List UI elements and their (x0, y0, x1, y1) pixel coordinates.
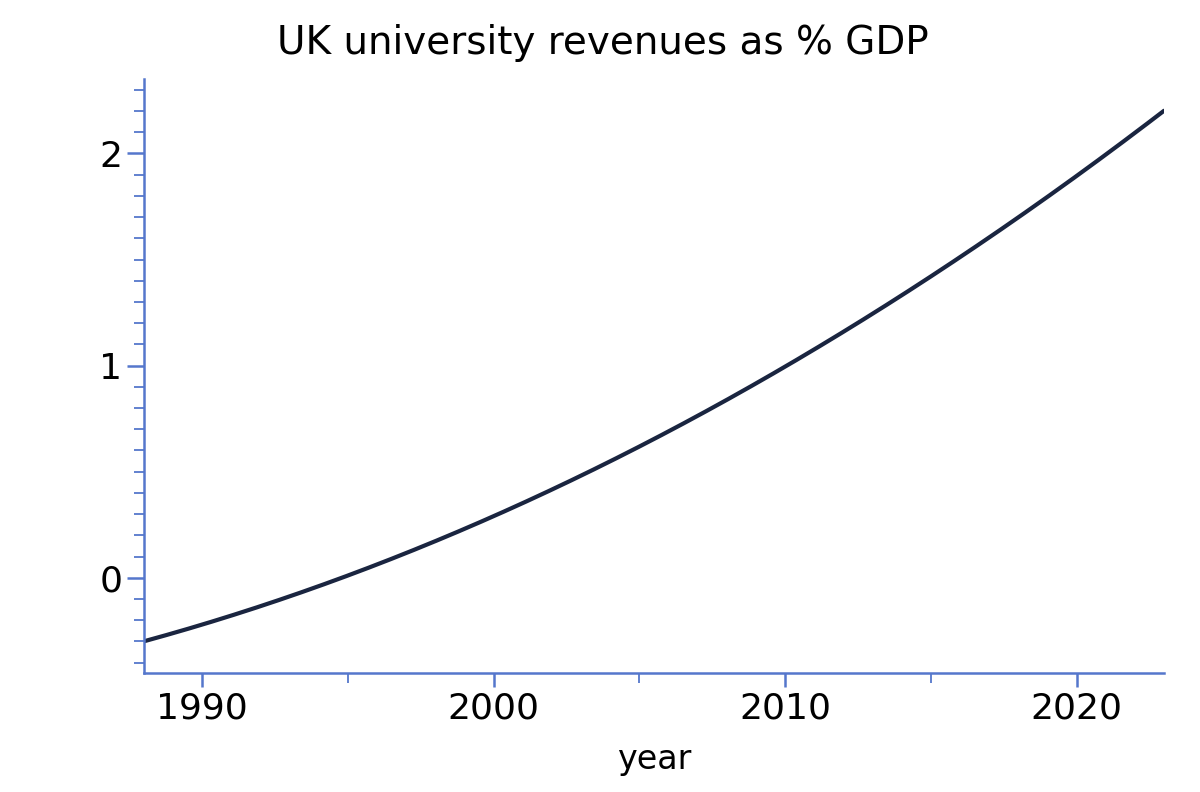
X-axis label: year: year (617, 743, 691, 775)
Title: UK university revenues as % GDP: UK university revenues as % GDP (277, 25, 929, 63)
